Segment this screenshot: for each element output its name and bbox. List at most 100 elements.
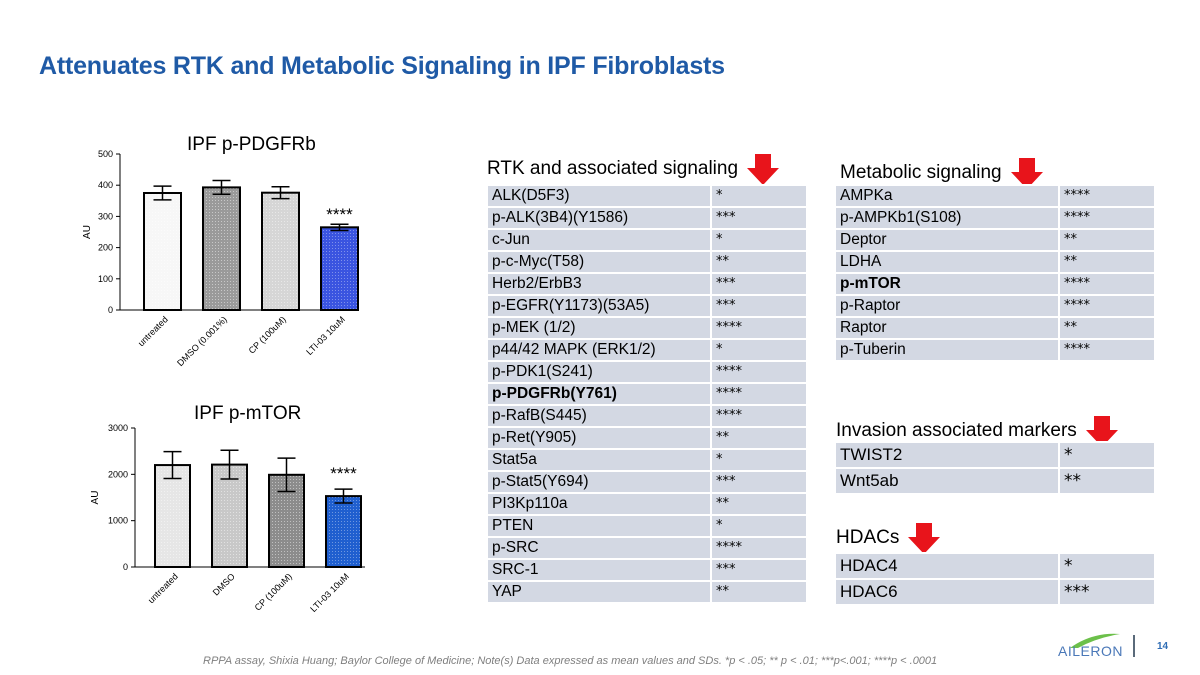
bar-chart-mtor: 0 1000 2000 3000 AU untreated DMSO CP (100uM) LT… bbox=[90, 423, 365, 614]
significance: **** bbox=[710, 536, 808, 560]
marker-name: p-ALK(3B4)(Y1586) bbox=[486, 206, 712, 230]
table-row: p-PDGFRb(Y761) **** bbox=[486, 382, 808, 406]
significance: ** bbox=[1058, 250, 1156, 274]
table-row: SRC-1 *** bbox=[486, 558, 808, 582]
significance: * bbox=[1058, 552, 1156, 580]
table-row: p-Raptor **** bbox=[834, 294, 1156, 318]
table-row: p-Tuberin **** bbox=[834, 338, 1156, 362]
significance: * bbox=[710, 184, 808, 208]
marker-name: p44/42 MAPK (ERK1/2) bbox=[486, 338, 712, 362]
significance: *** bbox=[1058, 578, 1156, 606]
significance: **** bbox=[1058, 184, 1156, 208]
metabolic-table: AMPKa **** p-AMPKb1(S108) **** Deptor ** LDHA *… bbox=[834, 184, 1156, 362]
table-row: p-SRC **** bbox=[486, 536, 808, 560]
table-row: PI3Kp110a ** bbox=[486, 492, 808, 516]
marker-name: p-mTOR bbox=[834, 272, 1060, 296]
svg-text:3000: 3000 bbox=[108, 423, 128, 433]
rtk-heading-text: RTK and associated signaling bbox=[487, 158, 739, 179]
marker-name: p-EGFR(Y1173)(53A5) bbox=[486, 294, 712, 318]
svg-text:300: 300 bbox=[98, 211, 113, 221]
table-row: p-Stat5(Y694) *** bbox=[486, 470, 808, 494]
significance: *** bbox=[710, 558, 808, 582]
svg-text:****: **** bbox=[326, 205, 353, 224]
marker-name: Herb2/ErbB3 bbox=[486, 272, 712, 296]
svg-text:0: 0 bbox=[123, 562, 128, 572]
significance: ** bbox=[1058, 316, 1156, 340]
significance: *** bbox=[710, 206, 808, 230]
chart-title-mtor: IPF p-mTOR bbox=[194, 403, 302, 424]
marker-name: p-Ret(Y905) bbox=[486, 426, 712, 450]
svg-text:1000: 1000 bbox=[108, 516, 128, 526]
svg-text:untreated: untreated bbox=[136, 314, 170, 348]
significance: **** bbox=[1058, 272, 1156, 296]
marker-name: HDAC6 bbox=[834, 578, 1060, 606]
table-row: p-AMPKb1(S108) **** bbox=[834, 206, 1156, 230]
marker-name: p-RafB(S445) bbox=[486, 404, 712, 428]
significance: * bbox=[710, 448, 808, 472]
table-row: YAP ** bbox=[486, 580, 808, 604]
significance: **** bbox=[710, 316, 808, 340]
slide-title: Attenuates RTK and Metabolic Signaling i… bbox=[39, 52, 725, 80]
table-row: Stat5a * bbox=[486, 448, 808, 472]
hdacs-table: HDAC4 * HDAC6 *** bbox=[834, 552, 1156, 606]
invasion-heading: Invasion associated markers bbox=[836, 414, 1119, 448]
table-row: LDHA ** bbox=[834, 250, 1156, 274]
chart-title-pdgfrb: IPF p-PDGFRb bbox=[187, 134, 316, 155]
table-row: PTEN * bbox=[486, 514, 808, 538]
table-row: ALK(D5F3) * bbox=[486, 184, 808, 208]
marker-name: p-Stat5(Y694) bbox=[486, 470, 712, 494]
marker-name: PTEN bbox=[486, 514, 712, 538]
table-row: HDAC4 * bbox=[834, 552, 1156, 580]
table-row: TWIST2 * bbox=[834, 441, 1156, 469]
significance: *** bbox=[710, 470, 808, 494]
down-arrow-icon bbox=[908, 523, 941, 554]
svg-text:400: 400 bbox=[98, 180, 113, 190]
significance: *** bbox=[710, 272, 808, 296]
significance: **** bbox=[1058, 338, 1156, 362]
footnote: RPPA assay, Shixia Huang; Baylor College… bbox=[203, 655, 938, 667]
significance: **** bbox=[710, 360, 808, 384]
significance: **** bbox=[1058, 206, 1156, 230]
table-row: Raptor ** bbox=[834, 316, 1156, 340]
marker-name: p-Tuberin bbox=[834, 338, 1060, 362]
down-arrow-icon bbox=[1010, 158, 1043, 189]
down-arrow-icon bbox=[747, 154, 780, 185]
table-row: p-c-Myc(T58) ** bbox=[486, 250, 808, 274]
table-row: p-PDK1(S241) **** bbox=[486, 360, 808, 384]
invasion-table: TWIST2 * Wnt5ab ** bbox=[834, 441, 1156, 495]
significance: **** bbox=[1058, 294, 1156, 318]
table-row: HDAC6 *** bbox=[834, 578, 1156, 606]
significance: **** bbox=[710, 382, 808, 406]
significance: ** bbox=[710, 580, 808, 604]
table-row: Deptor ** bbox=[834, 228, 1156, 252]
svg-text:CP (100uM): CP (100uM) bbox=[253, 571, 294, 612]
svg-text:DMSO (0.001%): DMSO (0.001%) bbox=[175, 314, 229, 368]
marker-name: YAP bbox=[486, 580, 712, 604]
table-row: p44/42 MAPK (ERK1/2) * bbox=[486, 338, 808, 362]
marker-name: AMPKa bbox=[834, 184, 1060, 208]
svg-text:CP (100uM): CP (100uM) bbox=[247, 314, 288, 355]
svg-text:AU: AU bbox=[90, 491, 101, 505]
svg-text:LTI-03 10uM: LTI-03 10uM bbox=[304, 314, 347, 357]
marker-name: SRC-1 bbox=[486, 558, 712, 582]
bar-chart-pdgfrb: 0 100 200 300 400 500 AU untreated DMSO (0.001%)… bbox=[82, 149, 359, 368]
significance: * bbox=[710, 338, 808, 362]
svg-text:200: 200 bbox=[98, 243, 113, 253]
marker-name: ALK(D5F3) bbox=[486, 184, 712, 208]
marker-name: PI3Kp110a bbox=[486, 492, 712, 516]
marker-name: p-c-Myc(T58) bbox=[486, 250, 712, 274]
svg-text:100: 100 bbox=[98, 274, 113, 284]
significance: ** bbox=[1058, 467, 1156, 495]
marker-name: LDHA bbox=[834, 250, 1060, 274]
marker-name: Raptor bbox=[834, 316, 1060, 340]
metabolic-heading-text: Metabolic signaling bbox=[840, 162, 1002, 183]
marker-name: HDAC4 bbox=[834, 552, 1060, 580]
significance: ** bbox=[1058, 228, 1156, 252]
svg-text:LTI-03 10uM: LTI-03 10uM bbox=[308, 571, 351, 614]
table-row: c-Jun * bbox=[486, 228, 808, 252]
marker-name: p-MEK (1/2) bbox=[486, 316, 712, 340]
page-number: 14 bbox=[1157, 641, 1169, 652]
significance: ** bbox=[710, 492, 808, 516]
marker-name: p-Raptor bbox=[834, 294, 1060, 318]
significance: * bbox=[710, 228, 808, 252]
